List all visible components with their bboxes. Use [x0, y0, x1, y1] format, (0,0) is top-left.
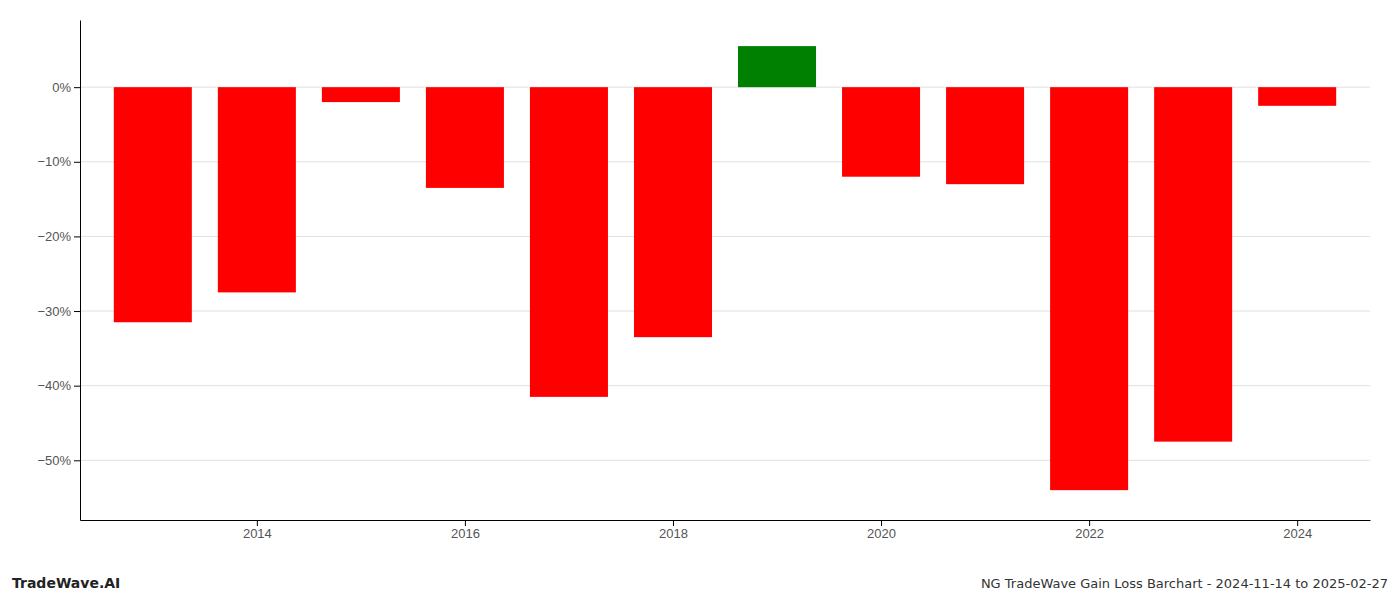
y-tick-mark — [74, 311, 80, 312]
y-tick-label: −30% — [37, 304, 71, 319]
x-tick-mark — [1297, 520, 1298, 526]
bar — [1258, 87, 1336, 106]
y-tick: −20% — [37, 229, 80, 244]
x-tick-label: 2020 — [867, 526, 896, 541]
bars — [114, 46, 1336, 490]
x-tick-mark — [881, 520, 882, 526]
y-tick-label: 0% — [52, 80, 71, 95]
y-tick: −40% — [37, 378, 80, 393]
y-tick-mark — [74, 162, 80, 163]
bar — [218, 87, 296, 292]
bar — [1154, 87, 1232, 441]
x-tick-mark — [1089, 520, 1090, 526]
y-axis: 0% −10% −20% −30% −40% −50% — [37, 21, 80, 521]
bar — [1050, 87, 1128, 490]
x-tick-label: 2024 — [1283, 526, 1312, 541]
x-tick: 2020 — [867, 520, 896, 541]
bar — [842, 87, 920, 177]
x-axis-line — [81, 520, 1371, 521]
x-tick: 2014 — [243, 520, 272, 541]
bar — [322, 87, 400, 102]
y-tick-label: −20% — [37, 229, 71, 244]
x-tick: 2018 — [659, 520, 688, 541]
watermark: TradeWave.AI — [12, 575, 120, 591]
bar — [426, 87, 504, 188]
x-tick-mark — [257, 520, 258, 526]
y-tick: −50% — [37, 453, 80, 468]
bar — [114, 87, 192, 322]
y-tick: −30% — [37, 304, 80, 319]
x-tick: 2024 — [1283, 520, 1312, 541]
y-tick-mark — [74, 460, 80, 461]
y-tick-mark — [74, 236, 80, 237]
x-tick-label: 2016 — [451, 526, 480, 541]
x-tick-label: 2018 — [659, 526, 688, 541]
y-tick: 0% — [52, 80, 80, 95]
x-tick-label: 2022 — [1075, 526, 1104, 541]
x-tick-label: 2014 — [243, 526, 272, 541]
bar — [530, 87, 608, 397]
chart: 2014 2016 2018 2020 2022 2024 0% −10% −20% −30% −4… — [0, 0, 1400, 600]
y-axis-line — [80, 21, 81, 521]
grid-line — [80, 460, 1370, 461]
y-tick: −10% — [37, 154, 80, 169]
y-tick-mark — [74, 87, 80, 88]
y-tick-label: −10% — [37, 154, 71, 169]
y-tick-label: −50% — [37, 453, 71, 468]
x-tick: 2022 — [1075, 520, 1104, 541]
title: NG TradeWave Gain Loss Barchart - 2024-1… — [981, 576, 1388, 591]
x-axis: 2014 2016 2018 2020 2022 2024 — [81, 520, 1371, 541]
x-tick-mark — [465, 520, 466, 526]
bar — [946, 87, 1024, 184]
x-tick-mark — [673, 520, 674, 526]
x-tick: 2016 — [451, 520, 480, 541]
bar — [634, 87, 712, 337]
y-tick-mark — [74, 386, 80, 387]
y-tick-label: −40% — [37, 378, 71, 393]
bar — [738, 46, 816, 87]
grid — [80, 87, 1370, 460]
